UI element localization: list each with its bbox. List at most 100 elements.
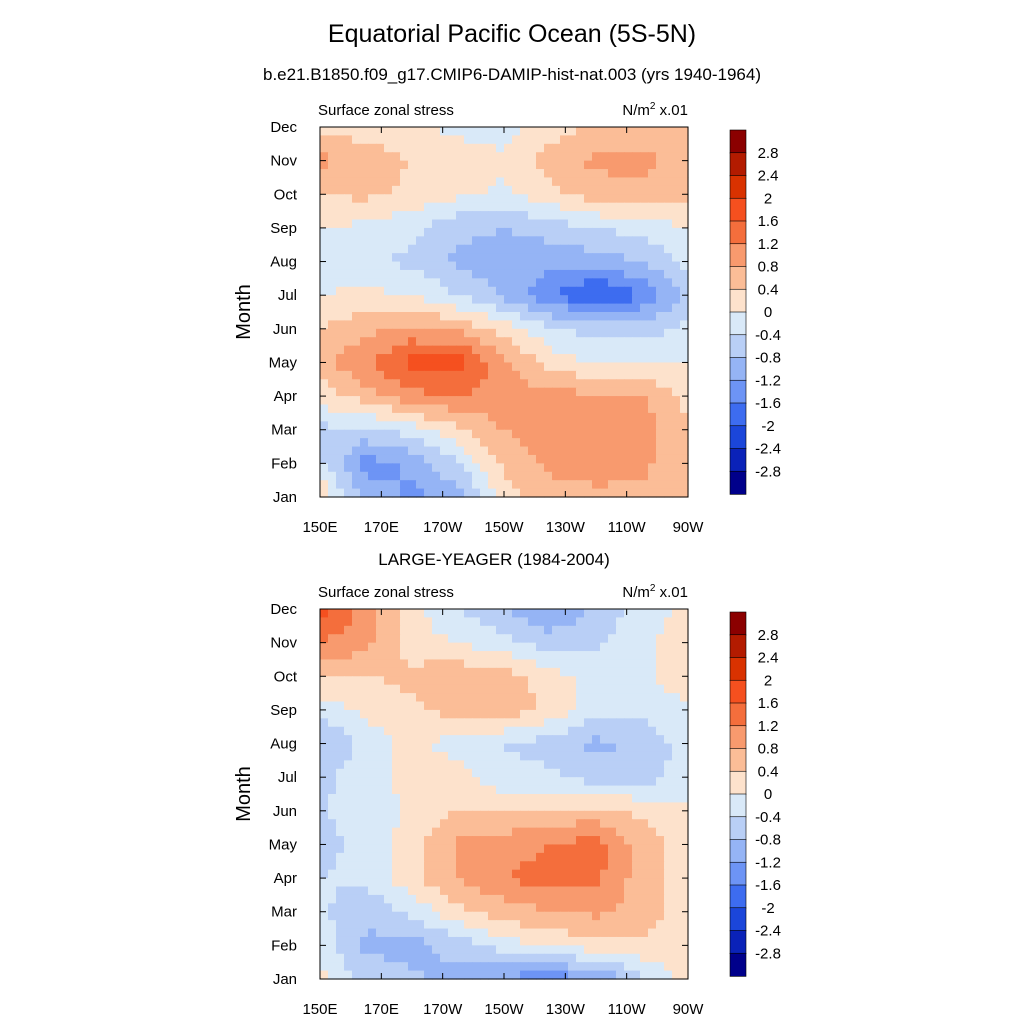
contour-cell (664, 936, 673, 946)
contour-cell (512, 202, 521, 212)
contour-cell (544, 743, 553, 753)
contour-cell (392, 751, 401, 761)
contour-cell (472, 920, 481, 930)
contour-cell (432, 404, 441, 414)
contour-cell (432, 286, 441, 296)
contour-cell (464, 169, 473, 179)
contour-cell (360, 894, 369, 904)
contour-cell (336, 785, 345, 795)
contour-cell (440, 127, 449, 137)
contour-cell (352, 794, 361, 804)
contour-cell (344, 659, 353, 669)
contour-cell (496, 869, 505, 879)
contour-cell (616, 886, 625, 896)
contour-cell (480, 404, 489, 414)
contour-cell (672, 617, 681, 627)
contour-cell (528, 480, 537, 490)
contour-cell (472, 861, 481, 871)
contour-cell (552, 211, 561, 221)
contour-cell (624, 693, 633, 703)
y-tick-label: Feb (271, 455, 297, 472)
contour-cell (400, 625, 409, 635)
contour-cell (528, 328, 537, 338)
contour-cell (432, 152, 441, 162)
contour-cell (352, 768, 361, 778)
contour-cell (464, 802, 473, 812)
contour-cell (568, 768, 577, 778)
contour-cell (512, 962, 521, 972)
contour-cell (400, 777, 409, 787)
contour-cell (664, 718, 673, 728)
contour-cell (456, 928, 465, 938)
contour-cell (424, 777, 433, 787)
contour-cell (496, 421, 505, 431)
contour-cell (352, 651, 361, 661)
contour-cell (480, 412, 489, 422)
contour-cell (528, 429, 537, 439)
contour-cell (544, 471, 553, 481)
contour-cell (432, 743, 441, 753)
contour-cell (600, 844, 609, 854)
contour-cell (640, 962, 649, 972)
contour-cell (352, 844, 361, 854)
contour-cell (584, 421, 593, 431)
contour-cell (416, 617, 425, 627)
contour-cell (440, 463, 449, 473)
contour-cell (448, 962, 457, 972)
contour-cell (416, 202, 425, 212)
contour-cell (624, 278, 633, 288)
contour-cell (480, 701, 489, 711)
contour-cell (576, 684, 585, 694)
contour-cell (672, 429, 681, 439)
contour-cell (496, 303, 505, 313)
contour-cell (640, 438, 649, 448)
contour-cell (448, 743, 457, 753)
contour-cell (384, 185, 393, 195)
contour-cell (368, 743, 377, 753)
contour-cell (576, 429, 585, 439)
contour-cell (480, 194, 489, 204)
contour-cell (392, 852, 401, 862)
contour-cell (536, 709, 545, 719)
contour-cell (656, 735, 665, 745)
contour-cell (328, 320, 337, 330)
contour-cell (520, 751, 529, 761)
contour-cell (672, 693, 681, 703)
contour-cell (632, 667, 641, 677)
contour-cell (384, 709, 393, 719)
contour-cell (504, 625, 513, 635)
contour-cell (576, 709, 585, 719)
contour-cell (368, 751, 377, 761)
contour-cell (624, 684, 633, 694)
contour-cell (528, 127, 537, 137)
colorbar-label: -0.8 (755, 350, 781, 367)
contour-cell (392, 152, 401, 162)
contour-cell (536, 836, 545, 846)
contour-cell (568, 202, 577, 212)
x-tick-label: 150W (484, 1001, 524, 1018)
contour-cell (664, 953, 673, 963)
contour-cell (368, 676, 377, 686)
contour-cell (336, 945, 345, 955)
contour-cell (640, 362, 649, 372)
contour-cell (456, 836, 465, 846)
contour-cell (376, 953, 385, 963)
contour-cell (592, 127, 601, 137)
colorbar-swatch (729, 129, 747, 154)
contour-cell (664, 480, 673, 490)
contour-cell (440, 244, 449, 254)
contour-cell (560, 219, 569, 229)
contour-cell (536, 676, 545, 686)
contour-cell (608, 861, 617, 871)
contour-cell (584, 827, 593, 837)
contour-cell (616, 625, 625, 635)
contour-cell (632, 169, 641, 179)
contour-cell (408, 903, 417, 913)
contour-cell (400, 278, 409, 288)
contour-cell (352, 227, 361, 237)
contour-cell (488, 701, 497, 711)
contour-cell (576, 651, 585, 661)
contour-cell (600, 337, 609, 347)
contour-cell (376, 202, 385, 212)
contour-cell (584, 253, 593, 263)
